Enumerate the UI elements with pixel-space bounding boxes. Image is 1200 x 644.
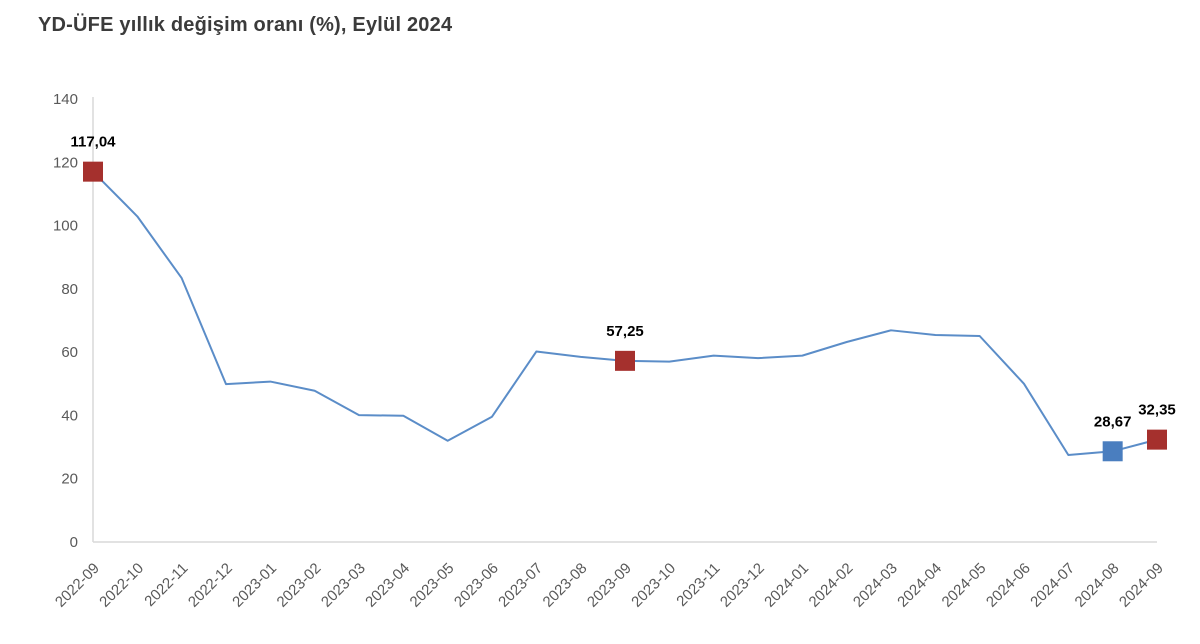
x-tick-label: 2022-11 bbox=[141, 560, 191, 610]
x-tick-label: 2023-12 bbox=[717, 560, 768, 611]
y-tick-label: 20 bbox=[61, 471, 78, 488]
y-tick-label: 120 bbox=[53, 154, 78, 171]
point-value-label-2024-09: 32,35 bbox=[1138, 402, 1176, 419]
x-tick-label: 2023-05 bbox=[407, 560, 458, 611]
x-tick-label: 2023-09 bbox=[584, 560, 635, 611]
x-tick-label: 2023-04 bbox=[362, 560, 413, 611]
x-tick-label: 2023-02 bbox=[274, 560, 325, 611]
y-tick-label: 80 bbox=[61, 281, 78, 298]
x-tick-label: 2023-01 bbox=[229, 560, 280, 611]
x-tick-label: 2023-07 bbox=[495, 560, 546, 611]
point-value-label-2024-08: 28,67 bbox=[1094, 413, 1132, 430]
x-tick-label: 2024-08 bbox=[1072, 560, 1123, 611]
x-tick-label: 2023-11 bbox=[673, 560, 723, 610]
x-tick-label: 2024-07 bbox=[1027, 560, 1078, 611]
x-tick-label: 2022-09 bbox=[52, 560, 103, 611]
series-line bbox=[92, 170, 1158, 456]
x-tick-label: 2023-03 bbox=[318, 560, 369, 611]
highlight-marker-2023-09 bbox=[615, 350, 635, 371]
y-tick-label: 140 bbox=[53, 91, 78, 108]
x-tick-label: 2024-06 bbox=[983, 560, 1034, 611]
x-tick-label: 2022-12 bbox=[185, 560, 236, 611]
highlight-marker-2022-09 bbox=[83, 161, 103, 182]
highlight-marker-2024-08 bbox=[1102, 441, 1123, 462]
y-tick-label: 100 bbox=[53, 218, 78, 235]
x-tick-label: 2024-01 bbox=[761, 560, 812, 611]
x-tick-label: 2023-06 bbox=[451, 560, 502, 611]
x-tick-label: 2024-05 bbox=[939, 560, 990, 611]
x-tick-label: 2023-10 bbox=[628, 560, 679, 611]
y-tick-label: 40 bbox=[61, 407, 78, 424]
x-tick-label: 2022-10 bbox=[96, 560, 147, 611]
x-tick-label: 2024-09 bbox=[1116, 560, 1167, 611]
x-tick-label: 2024-04 bbox=[894, 560, 945, 611]
y-tick-label: 0 bbox=[70, 534, 78, 551]
point-value-label-2022-09: 117,04 bbox=[70, 134, 116, 151]
highlight-marker-2024-09 bbox=[1147, 429, 1167, 450]
x-tick-label: 2024-03 bbox=[850, 560, 901, 611]
point-value-label-2023-09: 57,25 bbox=[606, 323, 644, 340]
chart-title: YD-ÜFE yıllık değişim oranı (%), Eylül 2… bbox=[38, 14, 453, 36]
x-tick-label: 2023-08 bbox=[540, 560, 591, 611]
x-tick-label: 2024-02 bbox=[806, 560, 857, 611]
y-tick-label: 60 bbox=[61, 344, 78, 361]
